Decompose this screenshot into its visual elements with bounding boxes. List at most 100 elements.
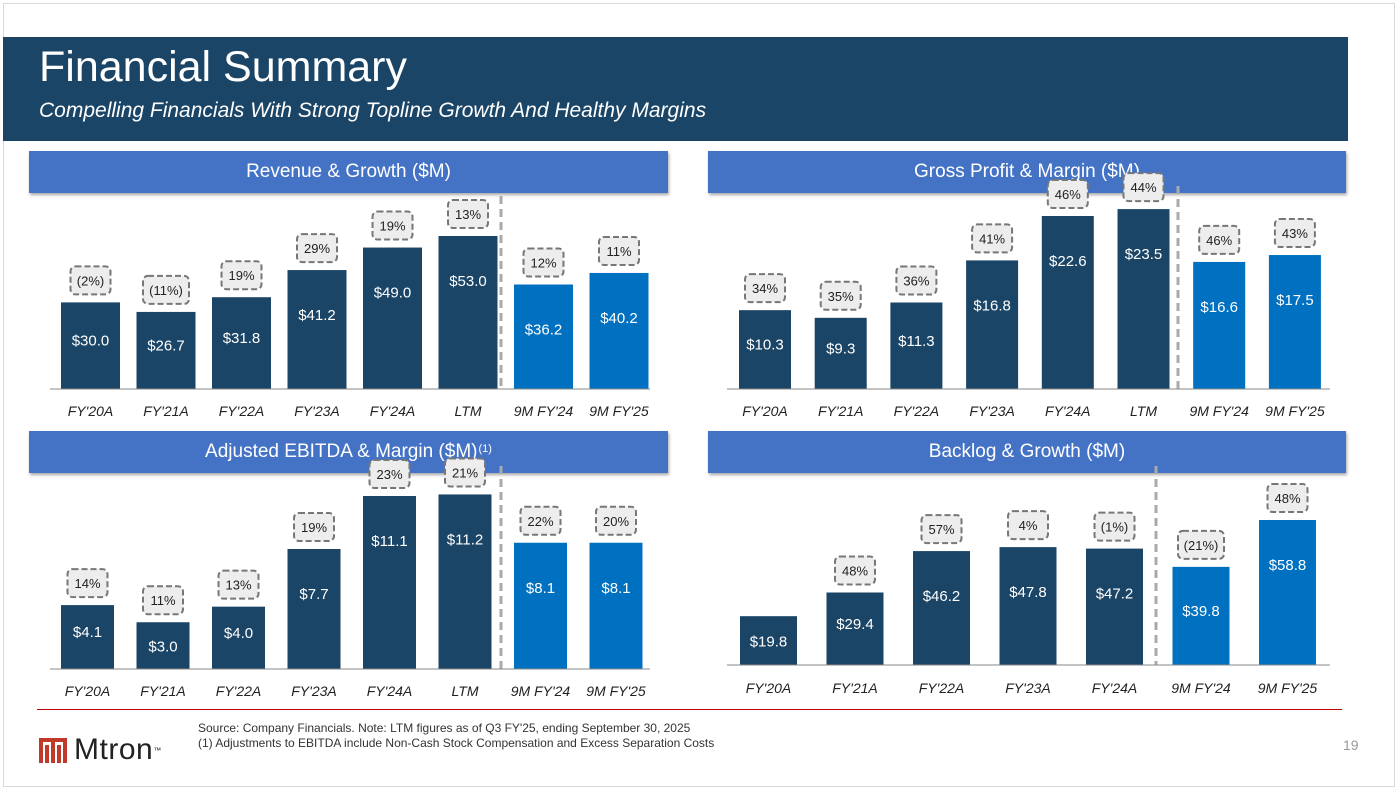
bar <box>1268 255 1321 389</box>
gross-profit-panel-header: Gross Profit & Margin ($M) <box>708 151 1346 193</box>
x-axis-tick-label: FY'20A <box>746 680 791 696</box>
growth-badge-label: 4% <box>1019 518 1038 533</box>
growth-badge <box>1177 529 1225 560</box>
ebitda-panel-header: Adjusted EBITDA & Margin ($M) (1) <box>29 431 668 473</box>
backlog-panel-title: Backlog & Growth ($M) <box>928 441 1126 462</box>
bar <box>514 542 567 669</box>
x-axis-tick-label: LTM <box>1130 403 1157 419</box>
x-axis-tick-label: FY'20A <box>65 683 110 699</box>
bar <box>1193 261 1246 389</box>
growth-badge-label: 20% <box>603 514 629 529</box>
bar-value-label: $17.5 <box>1276 292 1314 309</box>
bar-value-label: $23.5 <box>1125 246 1163 263</box>
bar-value-label: $22.6 <box>1049 253 1087 270</box>
growth-badge <box>217 569 260 600</box>
bar <box>589 542 643 669</box>
bar <box>363 247 422 389</box>
x-axis-tick-label: FY'24A <box>1045 403 1090 419</box>
bar-value-label: $49.0 <box>374 285 412 302</box>
company-logo: Mtron ™ <box>38 733 161 767</box>
bar-group: $29.4 48% FY'21A <box>826 555 884 696</box>
bar-group: $10.3 34% FY'20A <box>739 273 791 419</box>
bar-group: $47.8 4% FY'23A <box>999 510 1057 696</box>
growth-badge-label: 11% <box>150 593 175 608</box>
bar <box>1259 520 1316 665</box>
revenue-panel-title: Revenue & Growth ($M) <box>246 161 451 182</box>
bar-group: $8.1 22% 9M FY'24 <box>511 505 570 699</box>
growth-badge-label: 29% <box>304 241 330 256</box>
x-axis-tick-label: FY'20A <box>742 403 787 419</box>
bar-value-label: $16.6 <box>1200 299 1238 316</box>
bar-group: $9.3 35% FY'21A <box>814 280 867 419</box>
growth-badge <box>293 511 335 542</box>
brand-name: Mtron <box>74 733 154 766</box>
bar <box>136 311 196 389</box>
bar-group: $22.6 46% FY'24A <box>1041 179 1094 419</box>
x-axis-tick-label: 9M FY'25 <box>1265 403 1325 419</box>
bar-group: $3.0 11% FY'21A <box>136 585 190 699</box>
bar-value-label: $53.0 <box>449 273 487 290</box>
bar-group: $16.6 46% 9M FY'24 <box>1189 224 1249 419</box>
bar <box>61 605 114 669</box>
growth-badge <box>1273 218 1316 249</box>
growth-badge <box>744 273 786 304</box>
growth-badge-label: 11% <box>606 244 631 259</box>
bar-value-label: $47.8 <box>1009 584 1047 601</box>
bar-group: $16.8 41% FY'23A <box>966 223 1019 419</box>
bar-group: $11.2 21% LTM <box>438 457 492 699</box>
growth-badge <box>971 223 1014 254</box>
x-axis-tick-label: FY'24A <box>367 683 412 699</box>
bar <box>999 547 1057 665</box>
backlog-chart: $19.8FY'20A$29.448%FY'21A$46.257%FY'22A$… <box>727 466 1330 696</box>
bar-group: $26.7 (11%) FY'21A <box>136 274 196 419</box>
footnote-text: (1) Adjustments to EBITDA include Non-Ca… <box>198 736 715 750</box>
bar-value-label: $11.3 <box>898 333 934 350</box>
ebitda-chart: $4.114%FY'20A$3.011%FY'21A$4.013%FY'22A$… <box>50 457 650 699</box>
bar <box>514 284 573 389</box>
growth-badge-label: 13% <box>455 207 481 222</box>
growth-badge-label: 23% <box>376 467 402 482</box>
bar-group: $36.2 12% 9M FY'24 <box>514 247 573 419</box>
bar <box>966 260 1019 389</box>
growth-badge-label: 34% <box>752 281 778 296</box>
title-banner: Financial Summary Compelling Financials … <box>3 37 1348 141</box>
slide-frame <box>3 3 1395 787</box>
bar <box>438 236 498 389</box>
bar-value-label: $8.1 <box>526 580 555 597</box>
revenue-panel-header: Revenue & Growth ($M) <box>29 151 668 193</box>
bar-group: $4.1 14% FY'20A <box>61 568 114 699</box>
growth-badge-label: 57% <box>928 522 954 537</box>
growth-badge <box>595 505 637 536</box>
growth-badge-label: 44% <box>1130 180 1156 195</box>
x-axis-tick-label: FY'23A <box>1005 680 1050 696</box>
bar <box>1041 216 1094 389</box>
bar-value-label: $4.0 <box>224 625 253 642</box>
x-axis-tick-label: FY'22A <box>219 403 264 419</box>
bar-group: $23.5 44% LTM <box>1117 172 1170 419</box>
growth-badge <box>1093 511 1136 542</box>
bar-value-label: $11.2 <box>447 531 483 548</box>
bar <box>212 297 271 389</box>
bar-value-label: $9.3 <box>826 340 855 357</box>
page-number: 19 <box>1343 737 1359 753</box>
bar <box>589 272 649 389</box>
bar-group: $39.8 (21%) 9M FY'24 <box>1171 529 1231 696</box>
bar-value-label: $10.3 <box>746 337 784 354</box>
growth-badge-label: 46% <box>1055 187 1081 202</box>
x-axis-tick-label: FY'22A <box>919 680 964 696</box>
bar-group: $46.2 57% FY'22A <box>913 514 970 696</box>
growth-badge <box>834 555 876 586</box>
ebitda-panel-title: Adjusted EBITDA & Margin ($M) <box>205 441 478 462</box>
growth-badge <box>1266 483 1309 513</box>
revenue-chart: $30.0 (2%) FY'20A $26.7 (11%) FY'21A $31.8 19% F… <box>50 196 650 419</box>
growth-badge <box>1198 224 1241 255</box>
growth-badge <box>1046 179 1089 209</box>
bar <box>740 616 797 665</box>
bar <box>739 310 791 389</box>
mtron-logo-icon <box>39 738 67 763</box>
bar <box>826 592 884 665</box>
x-axis-tick-label: 9M FY'24 <box>1171 680 1231 696</box>
growth-badge <box>444 457 486 488</box>
growth-badge-label: (2%) <box>77 273 104 288</box>
bar <box>287 548 341 669</box>
